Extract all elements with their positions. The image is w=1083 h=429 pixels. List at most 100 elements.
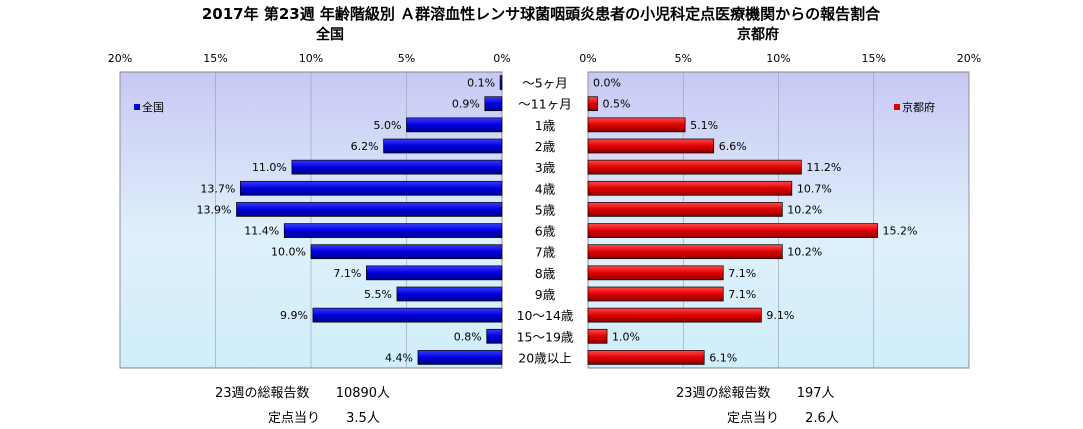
data-label-kyoto: 7.1% <box>728 288 756 301</box>
panel-kyoto: 0% 5% 10% 15% 20% 0.0% 0.5% 5.1%6.6% 11.2% 10.7% 1… <box>579 52 981 369</box>
category-label: 10～14歳 <box>517 308 574 323</box>
bar-kyoto <box>587 286 724 302</box>
bar-national <box>406 117 503 133</box>
data-label-national: 11.0% <box>252 161 287 174</box>
category-label: 5歳 <box>535 202 556 217</box>
data-label-national: 10.0% <box>271 246 306 259</box>
category-label: ～11ヶ月 <box>518 97 571 112</box>
bar-national <box>312 307 503 323</box>
bar-kyoto <box>587 350 705 365</box>
bar-national <box>366 265 503 281</box>
national-per-row: 定点当り 3.5人 <box>268 407 380 426</box>
tick-label-kyoto: 15% <box>862 52 886 65</box>
data-label-kyoto: 0.0% <box>593 77 621 90</box>
legend-label-kyoto: 京都府 <box>902 100 935 114</box>
data-label-national: 0.1% <box>467 77 495 90</box>
bar-kyoto <box>587 117 686 133</box>
kyoto-per-value: 2.6人 <box>805 411 839 426</box>
tick-label-national: 0% <box>493 52 510 65</box>
category-labels: ～5ヶ月 ～11ヶ月 1歳 2歳 3歳 4歳 5歳 6歳 7歳 8歳 9歳 10～14歳 15～19歳 2… <box>517 76 574 366</box>
bar-kyoto <box>587 159 802 175</box>
bar-national <box>486 328 503 344</box>
bar-national <box>310 244 503 260</box>
category-label: 4歳 <box>535 181 556 196</box>
category-label: 6歳 <box>535 224 556 239</box>
bar-kyoto <box>587 307 762 323</box>
data-label-kyoto: 0.5% <box>603 98 631 111</box>
data-label-national: 13.9% <box>197 203 232 216</box>
category-label: 8歳 <box>535 266 556 281</box>
bar-national <box>239 180 503 196</box>
bar-kyoto <box>587 244 783 260</box>
bar-kyoto <box>587 138 715 154</box>
data-label-national: 13.7% <box>200 182 235 195</box>
data-label-national: 5.5% <box>364 288 392 301</box>
tick-label-kyoto: 5% <box>675 52 692 65</box>
chart-title: 2017年 第23週 年齢階級別 Ａ群溶血性レンサ球菌咽頭炎患者の小児科定点医療… <box>202 5 881 23</box>
data-label-kyoto: 10.2% <box>787 246 822 259</box>
national-total-value: 10890人 <box>335 386 391 401</box>
data-label-kyoto: 10.2% <box>787 203 822 216</box>
tick-label-national: 5% <box>398 52 415 65</box>
data-label-national: 0.9% <box>452 98 480 111</box>
kyoto-total-value: 197人 <box>796 386 835 401</box>
data-label-national: 9.9% <box>280 309 308 322</box>
kyoto-total-label: 23週の総報告数 <box>676 386 771 401</box>
kyoto-per-row: 定点当り 2.6人 <box>727 407 839 426</box>
national-total-label: 23週の総報告数 <box>215 386 310 401</box>
category-label: 9歳 <box>535 287 556 302</box>
bar-national <box>291 159 503 175</box>
panel-title-kyoto: 京都府 <box>737 26 779 43</box>
data-label-kyoto: 7.1% <box>728 267 756 280</box>
bar-kyoto <box>587 180 793 196</box>
data-label-national: 0.8% <box>454 330 482 343</box>
data-label-national: 7.1% <box>333 267 361 280</box>
data-label-national: 4.4% <box>385 351 413 364</box>
legend-kyoto: 京都府 <box>894 100 935 114</box>
bar-kyoto <box>587 223 878 238</box>
category-label: 7歳 <box>535 245 556 260</box>
category-label: 3歳 <box>535 160 556 175</box>
data-label-kyoto: 11.2% <box>806 161 841 174</box>
data-label-kyoto: 1.0% <box>612 330 640 343</box>
category-label: 1歳 <box>535 118 556 133</box>
data-label-kyoto: 6.1% <box>709 351 737 364</box>
bar-national <box>283 223 503 238</box>
bar-kyoto <box>587 202 783 217</box>
kyoto-total-row: 23週の総報告数 197人 <box>676 382 835 401</box>
bar-national <box>236 202 503 217</box>
legend-swatch-kyoto <box>894 104 900 110</box>
bar-national <box>499 75 503 90</box>
tick-label-kyoto: 10% <box>766 52 790 65</box>
category-label: 15～19歳 <box>517 329 574 344</box>
data-label-national: 6.2% <box>351 140 379 153</box>
bar-national <box>417 350 503 365</box>
category-label: ～5ヶ月 <box>522 76 567 91</box>
national-per-value: 3.5人 <box>346 411 380 426</box>
data-label-kyoto: 15.2% <box>883 225 918 238</box>
tick-label-kyoto: 0% <box>579 52 596 65</box>
tick-label-national: 20% <box>108 52 132 65</box>
legend-swatch-national <box>134 104 140 110</box>
tick-label-national: 10% <box>299 52 323 65</box>
kyoto-per-label: 定点当り <box>727 411 780 426</box>
national-total-row: 23週の総報告数 10890人 <box>215 382 390 401</box>
tick-label-kyoto: 20% <box>957 52 981 65</box>
bar-kyoto <box>587 328 608 344</box>
bar-kyoto <box>587 96 598 112</box>
legend-label-national: 全国 <box>142 100 164 114</box>
national-per-label: 定点当り <box>268 411 321 426</box>
panel-national: 0% 5% 10% 15% 20% 0.1% 0.9% 5.0% 6.2% 11.0% 13.7% 1… <box>108 52 511 369</box>
data-label-kyoto: 5.1% <box>690 119 718 132</box>
bar-national <box>383 138 503 154</box>
data-label-national: 5.0% <box>374 119 402 132</box>
bar-kyoto <box>587 265 724 281</box>
bar-national <box>396 286 503 302</box>
data-label-kyoto: 9.1% <box>766 309 794 322</box>
tick-label-national: 15% <box>203 52 227 65</box>
data-label-national: 11.4% <box>244 225 279 238</box>
category-label: 2歳 <box>535 139 556 154</box>
bar-national <box>484 96 503 112</box>
legend-national: 全国 <box>134 100 164 114</box>
